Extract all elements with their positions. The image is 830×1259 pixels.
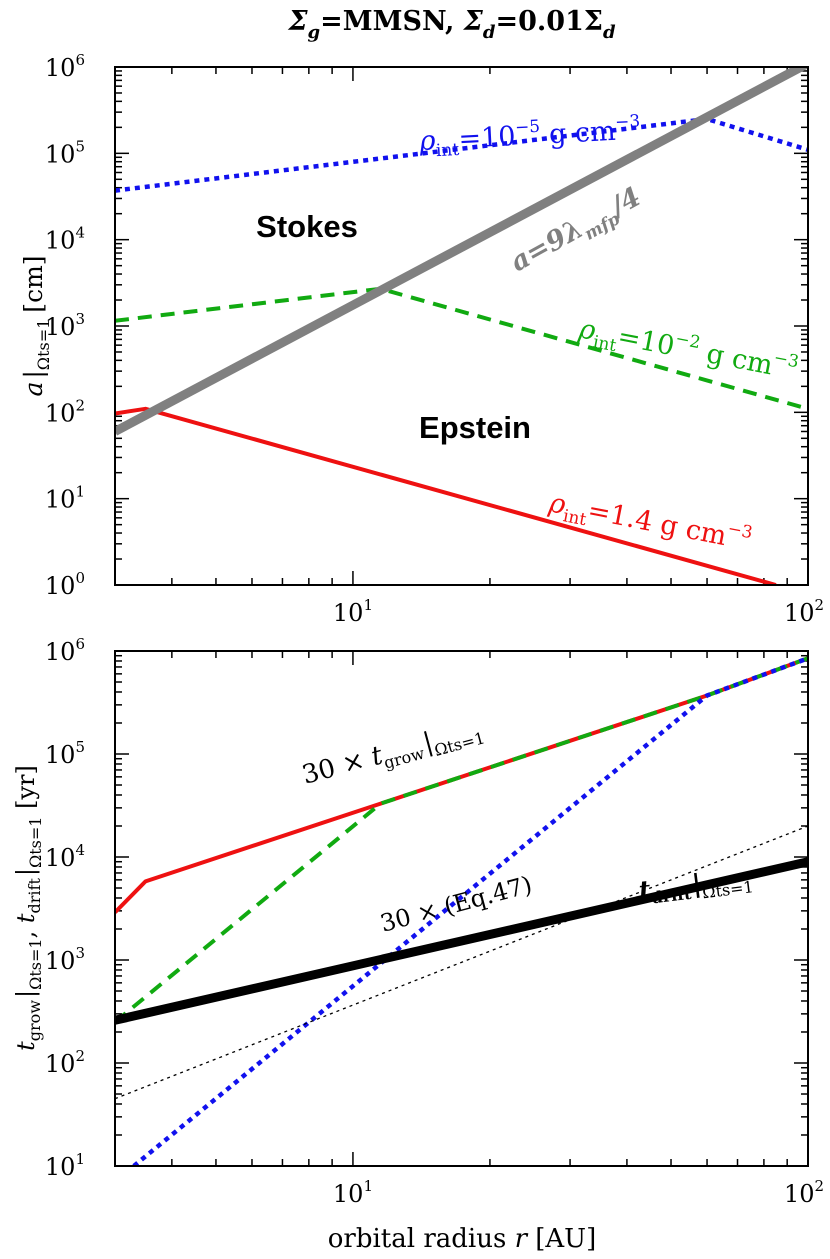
top-y-tick-label: 102 [45,396,85,427]
bottom-series-0 [115,656,808,914]
top-y-tick-label: 103 [45,310,85,341]
grow-time-label: 30 × tgrow|Ωts=1 [299,714,487,795]
bottom-series-3 [115,857,808,1025]
bottom-plot-frame [114,650,809,1167]
bottom-y-tick-label: 104 [45,841,85,872]
bottom-series-4 [115,825,808,1100]
bottom-series-1 [115,656,808,1024]
top-axis-ticks [114,67,809,586]
top-y-axis-label: a|Ωts=1[cm] [19,255,53,396]
top-y-tick-label: 105 [45,137,85,168]
top-series-group [115,67,808,585]
bottom-x-tick-label: 101 [333,1177,373,1208]
top-plot-frame [114,66,809,586]
panel-timescales: 101 102 101 102 103 104 105 106 tgrow|Ωts=1, td… [12,635,824,1254]
bottom-tick-labels: 101 102 101 102 103 104 105 106 [45,635,824,1208]
x-axis-label: orbital radius r [AU] [328,1224,597,1254]
top-x-tick-label: 102 [784,596,824,627]
bottom-y-tick-label: 106 [45,635,85,666]
bottom-y-tick-label: 103 [45,944,85,975]
top-series-1 [115,286,808,411]
gray-line-label: a=9λmfp/4 [505,181,648,282]
top-series-3 [115,67,808,436]
figure-title: Σg=MMSN, Σd=0.01Σd [287,6,616,43]
bottom-series-2 [132,656,808,1166]
bottom-y-axis-label: tgrow|Ωts=1, tdrift|Ωts=1 [yr] [12,765,45,1051]
drift-time-label: tdrift|Ωts=1 [637,862,754,910]
top-y-tick-label: 104 [45,224,85,255]
epstein-region-label: Epstein [419,410,531,445]
bottom-y-tick-label: 101 [45,1150,85,1181]
top-tick-labels: 101 102 100 101 102 103 104 105 106 [45,51,824,627]
top-x-tick-label: 101 [333,596,373,627]
bottom-series-group [115,656,808,1166]
top-y-tick-label: 106 [45,51,85,82]
top-y-tick-label: 101 [45,483,85,514]
top-y-tick-label: 100 [45,569,85,600]
green-series-label: ρint=10−2 g cm−3 [575,310,801,391]
bottom-x-tick-label: 102 [784,1177,824,1208]
stokes-region-label: Stokes [256,209,358,244]
bottom-y-tick-label: 105 [45,738,85,769]
top-series-2 [115,406,777,585]
blue-series-label: ρint=10−5 g cm−3 [418,111,642,162]
bottom-y-tick-label: 102 [45,1047,85,1078]
